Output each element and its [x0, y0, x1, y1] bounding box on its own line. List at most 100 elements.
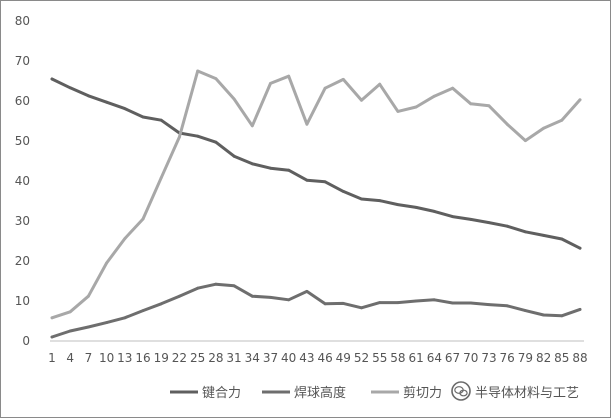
data-point — [287, 74, 291, 78]
data-point — [487, 221, 491, 225]
legend-label: 剪切力 — [403, 385, 442, 401]
data-point — [214, 282, 218, 286]
data-point — [396, 203, 400, 207]
data-point — [560, 314, 564, 318]
data-point — [360, 197, 363, 201]
x-tick-label: 61 — [408, 351, 423, 365]
data-point — [523, 309, 527, 312]
data-point — [360, 306, 363, 310]
data-point — [232, 154, 236, 158]
x-tick-label: 34 — [245, 351, 260, 365]
data-point — [451, 86, 454, 90]
data-point — [341, 78, 345, 81]
data-point — [578, 308, 582, 311]
data-point — [123, 107, 127, 110]
y-tick-label: 0 — [22, 334, 30, 348]
data-point — [141, 309, 145, 312]
x-tick-label: 67 — [445, 351, 460, 365]
x-tick-label: 28 — [208, 351, 223, 365]
data-point — [178, 135, 181, 139]
data-point — [159, 176, 163, 180]
x-tick-label: 1 — [48, 351, 56, 365]
x-tick-label: 13 — [117, 351, 132, 365]
legend-item: 剪切力 — [371, 385, 442, 401]
x-tick-label: 85 — [554, 351, 569, 365]
data-point — [196, 134, 200, 138]
x-tick-label: 22 — [172, 351, 187, 365]
y-tick-label: 50 — [15, 134, 30, 148]
data-point — [105, 261, 109, 265]
data-point — [542, 234, 545, 237]
data-point — [232, 284, 236, 288]
data-point — [414, 299, 418, 303]
data-point — [50, 335, 54, 339]
legend-item: 焊球高度 — [262, 385, 346, 401]
data-point — [87, 294, 90, 298]
data-point — [68, 310, 72, 314]
data-point — [105, 100, 109, 104]
legend-item: 键合力 — [170, 386, 241, 401]
x-tick-label: 7 — [85, 351, 93, 365]
x-tick-label: 49 — [336, 351, 351, 365]
x-tick-label: 25 — [190, 351, 205, 365]
data-point — [87, 325, 90, 329]
data-point — [414, 105, 418, 109]
data-point — [305, 122, 309, 126]
data-point — [323, 302, 327, 306]
y-tick-label: 40 — [15, 174, 30, 188]
x-tick-label: 88 — [572, 351, 587, 365]
data-point — [487, 104, 491, 108]
data-point — [469, 301, 473, 305]
data-point — [378, 199, 382, 203]
x-tick-label: 58 — [390, 351, 405, 365]
data-point — [50, 316, 54, 320]
data-point — [269, 166, 272, 170]
data-point — [196, 286, 200, 290]
x-tick-label: 55 — [372, 351, 387, 365]
data-point — [560, 118, 564, 122]
data-point — [396, 301, 400, 304]
x-tick-label: 70 — [463, 351, 478, 365]
y-axis: 0 10 20 30 40 50 60 70 80 — [15, 14, 30, 348]
x-tick-label: 73 — [481, 351, 496, 365]
data-point — [141, 217, 145, 221]
data-point — [123, 316, 127, 320]
wechat-icon — [451, 381, 471, 401]
data-point — [341, 302, 345, 305]
data-point — [105, 321, 109, 324]
data-point — [50, 77, 54, 81]
data-point — [505, 122, 509, 126]
y-tick-label: 80 — [15, 14, 30, 28]
x-tick-label: 43 — [299, 351, 314, 365]
series-line-3 — [50, 69, 582, 320]
data-point — [305, 290, 309, 293]
data-point — [378, 82, 382, 86]
x-tick-label: 10 — [99, 351, 114, 365]
x-tick-label: 79 — [518, 351, 533, 365]
data-point — [232, 97, 236, 101]
x-tick-label: 19 — [154, 351, 169, 365]
data-point — [68, 329, 72, 333]
data-point — [432, 298, 436, 302]
legend-label: 焊球高度 — [294, 385, 346, 401]
data-point — [469, 102, 473, 106]
data-point — [214, 77, 218, 80]
data-point — [560, 237, 564, 241]
data-point — [523, 139, 527, 143]
data-point — [269, 296, 272, 299]
data-point — [323, 180, 327, 184]
x-tick-label: 46 — [317, 351, 332, 365]
data-point — [141, 115, 145, 119]
data-point — [87, 94, 90, 98]
x-tick-label: 31 — [226, 351, 241, 365]
y-tick-label: 30 — [15, 214, 30, 228]
x-tick-label: 37 — [263, 351, 278, 365]
data-point — [432, 94, 436, 98]
data-point — [451, 215, 454, 219]
x-tick-label: 82 — [536, 351, 551, 365]
legend-label: 键合力 — [202, 386, 241, 401]
legend: 键合力 焊球高度 剪切力 — [170, 385, 442, 401]
x-tick-label: 64 — [427, 351, 442, 365]
data-point — [378, 301, 382, 304]
